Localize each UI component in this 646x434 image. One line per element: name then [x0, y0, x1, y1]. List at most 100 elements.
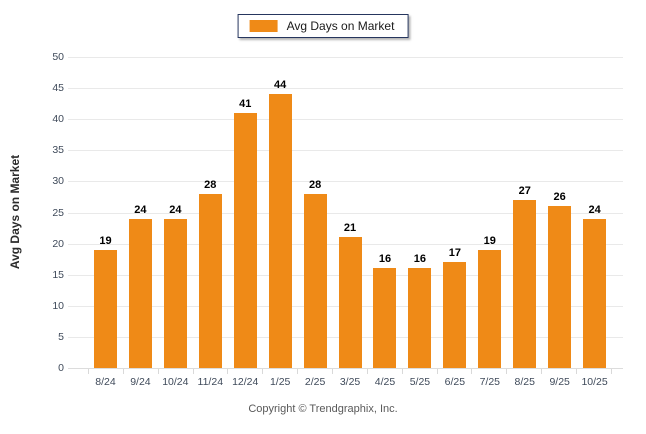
bar-value-label: 24 [169, 203, 182, 216]
x-tick-mark [541, 369, 543, 374]
x-axis-line [68, 368, 623, 369]
x-tick-label: 1/25 [269, 376, 291, 388]
bar-value-label: 16 [413, 253, 427, 266]
gridline [68, 212, 623, 214]
x-tick-mark [192, 369, 194, 374]
bar-slot: 41 [228, 57, 263, 368]
bar-slot: 19 [88, 57, 123, 368]
bar [583, 218, 607, 368]
gridline [68, 119, 623, 121]
y-tick-label: 15 [52, 268, 64, 281]
y-tick-label: 5 [58, 330, 64, 343]
bar-value-label: 24 [134, 203, 147, 216]
x-tick-mark [366, 369, 368, 374]
bar [198, 193, 222, 368]
bar-slot: 24 [577, 57, 612, 368]
x-tick-mark [122, 369, 124, 374]
bar [163, 218, 187, 368]
x-tick-mark [610, 369, 612, 374]
gridline [68, 181, 623, 183]
x-tick-label: 2/25 [304, 376, 326, 388]
x-tick-mark [227, 369, 229, 374]
x-tick-mark [332, 369, 334, 374]
y-tick-label: 0 [58, 362, 64, 374]
bar-value-label: 19 [483, 234, 496, 247]
bar [268, 94, 292, 368]
bar-value-label: 28 [204, 178, 217, 191]
x-tick-label: 10/24 [162, 376, 189, 388]
x-tick-mark [401, 369, 403, 374]
bar-slot: 27 [507, 57, 542, 368]
x-tick-mark [471, 369, 473, 374]
legend-label: Avg Days on Market [286, 19, 395, 33]
bars-area: 19 24 24 28 41 44 28 21 16 16 17 19 27 26 24 [88, 57, 612, 368]
bar-slot: 24 [158, 57, 193, 368]
y-tick-label: 40 [52, 113, 64, 126]
bar [93, 249, 117, 368]
bar [338, 237, 362, 368]
bar [408, 268, 432, 368]
gridline [68, 57, 623, 58]
bar [478, 249, 502, 368]
bar [128, 218, 152, 368]
x-axis-ticks [88, 369, 612, 374]
legend-swatch-icon [249, 20, 278, 32]
y-tick-label: 25 [52, 206, 64, 219]
bar [443, 262, 467, 368]
bar-value-label: 26 [553, 191, 566, 204]
bar-value-label: 41 [239, 97, 252, 110]
x-tick-mark [436, 369, 438, 374]
y-axis-title: Avg Days on Market [8, 154, 22, 270]
bar [303, 193, 327, 368]
bar-slot: 26 [542, 57, 577, 368]
bar [513, 200, 537, 368]
x-tick-label: 10/25 [581, 376, 608, 388]
y-axis-labels: 0 5 10 15 20 25 30 35 40 45 50 [36, 51, 64, 374]
bar [548, 206, 572, 368]
x-tick-label: 12/24 [232, 376, 259, 388]
x-tick-mark [576, 369, 578, 374]
gridline [68, 88, 623, 90]
x-tick-label: 8/24 [95, 376, 116, 388]
x-tick-label: 8/25 [514, 376, 535, 388]
x-tick-mark [506, 369, 508, 374]
bar-value-label: 19 [99, 234, 112, 247]
x-tick-label: 4/25 [374, 376, 396, 388]
bar-value-label: 21 [343, 222, 357, 235]
x-tick-mark [157, 369, 159, 374]
x-tick-label: 6/25 [444, 376, 466, 388]
bar [233, 112, 257, 368]
bar [373, 268, 397, 368]
x-tick-label: 3/25 [339, 376, 361, 388]
y-tick-label: 50 [52, 51, 64, 63]
bar-slot: 21 [333, 57, 368, 368]
y-tick-label: 35 [52, 144, 64, 157]
x-tick-label: 11/24 [197, 376, 224, 388]
x-tick-label: 5/25 [409, 376, 431, 388]
y-tick-label: 10 [52, 299, 64, 312]
bar-value-label: 28 [308, 178, 322, 191]
bar-value-label: 17 [448, 247, 461, 260]
x-tick-mark [297, 369, 299, 374]
bar-value-label: 16 [378, 253, 392, 266]
legend: Avg Days on Market [237, 14, 409, 38]
copyright-text: Copyright © Trendgraphix, Inc. [248, 403, 398, 415]
bar-slot: 28 [193, 57, 228, 368]
x-tick-label: 9/25 [549, 376, 570, 388]
bar-slot: 16 [368, 57, 403, 368]
x-axis-labels: 8/24 9/24 10/24 11/24 12/24 1/25 2/25 3/25 4/25 5… [88, 376, 612, 388]
bar-slot: 28 [298, 57, 333, 368]
bar-value-label: 24 [588, 203, 601, 216]
bar-slot: 24 [123, 57, 158, 368]
x-tick-label: 9/24 [130, 376, 151, 388]
bar-slot: 44 [263, 57, 298, 368]
bar-value-label: 27 [518, 185, 531, 198]
bar-slot: 16 [402, 57, 437, 368]
y-tick-label: 30 [52, 175, 64, 188]
bar-slot: 17 [437, 57, 472, 368]
bar-value-label: 44 [274, 79, 287, 92]
bar-slot: 19 [472, 57, 507, 368]
gridline [68, 150, 623, 152]
y-tick-label: 20 [52, 237, 64, 250]
